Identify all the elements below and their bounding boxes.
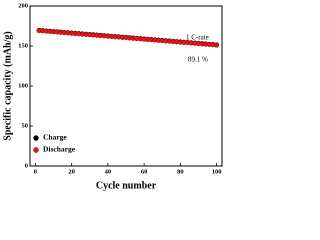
legend-label: Discharge bbox=[43, 145, 76, 154]
legend-marker bbox=[33, 135, 39, 141]
annotation: 1 C-rate bbox=[186, 34, 209, 42]
data-point bbox=[214, 42, 220, 48]
x-tick-label: 100 bbox=[212, 168, 222, 175]
y-tick-label: 200 bbox=[18, 2, 28, 9]
annotation: 89.1 % bbox=[188, 56, 208, 64]
x-tick-label: 80 bbox=[177, 168, 184, 175]
x-tick-label: 20 bbox=[68, 168, 75, 175]
chart: Cycle number Specific capacity (mAh/g) 1… bbox=[2, 2, 223, 191]
y-axis-label: Specific capacity (mAh/g) bbox=[2, 31, 13, 140]
x-tick-label: 40 bbox=[105, 168, 112, 175]
x-axis-label: Cycle number bbox=[96, 180, 157, 191]
x-tick-label: 60 bbox=[141, 168, 148, 175]
y-tick-label: 0 bbox=[25, 162, 28, 169]
y-tick-label: 100 bbox=[18, 82, 28, 89]
y-tick-label: 150 bbox=[18, 42, 28, 49]
legend-marker bbox=[33, 147, 39, 153]
y-tick-label: 50 bbox=[22, 122, 29, 129]
x-tick-label: 0 bbox=[34, 168, 37, 175]
legend-label: Charge bbox=[43, 133, 67, 142]
